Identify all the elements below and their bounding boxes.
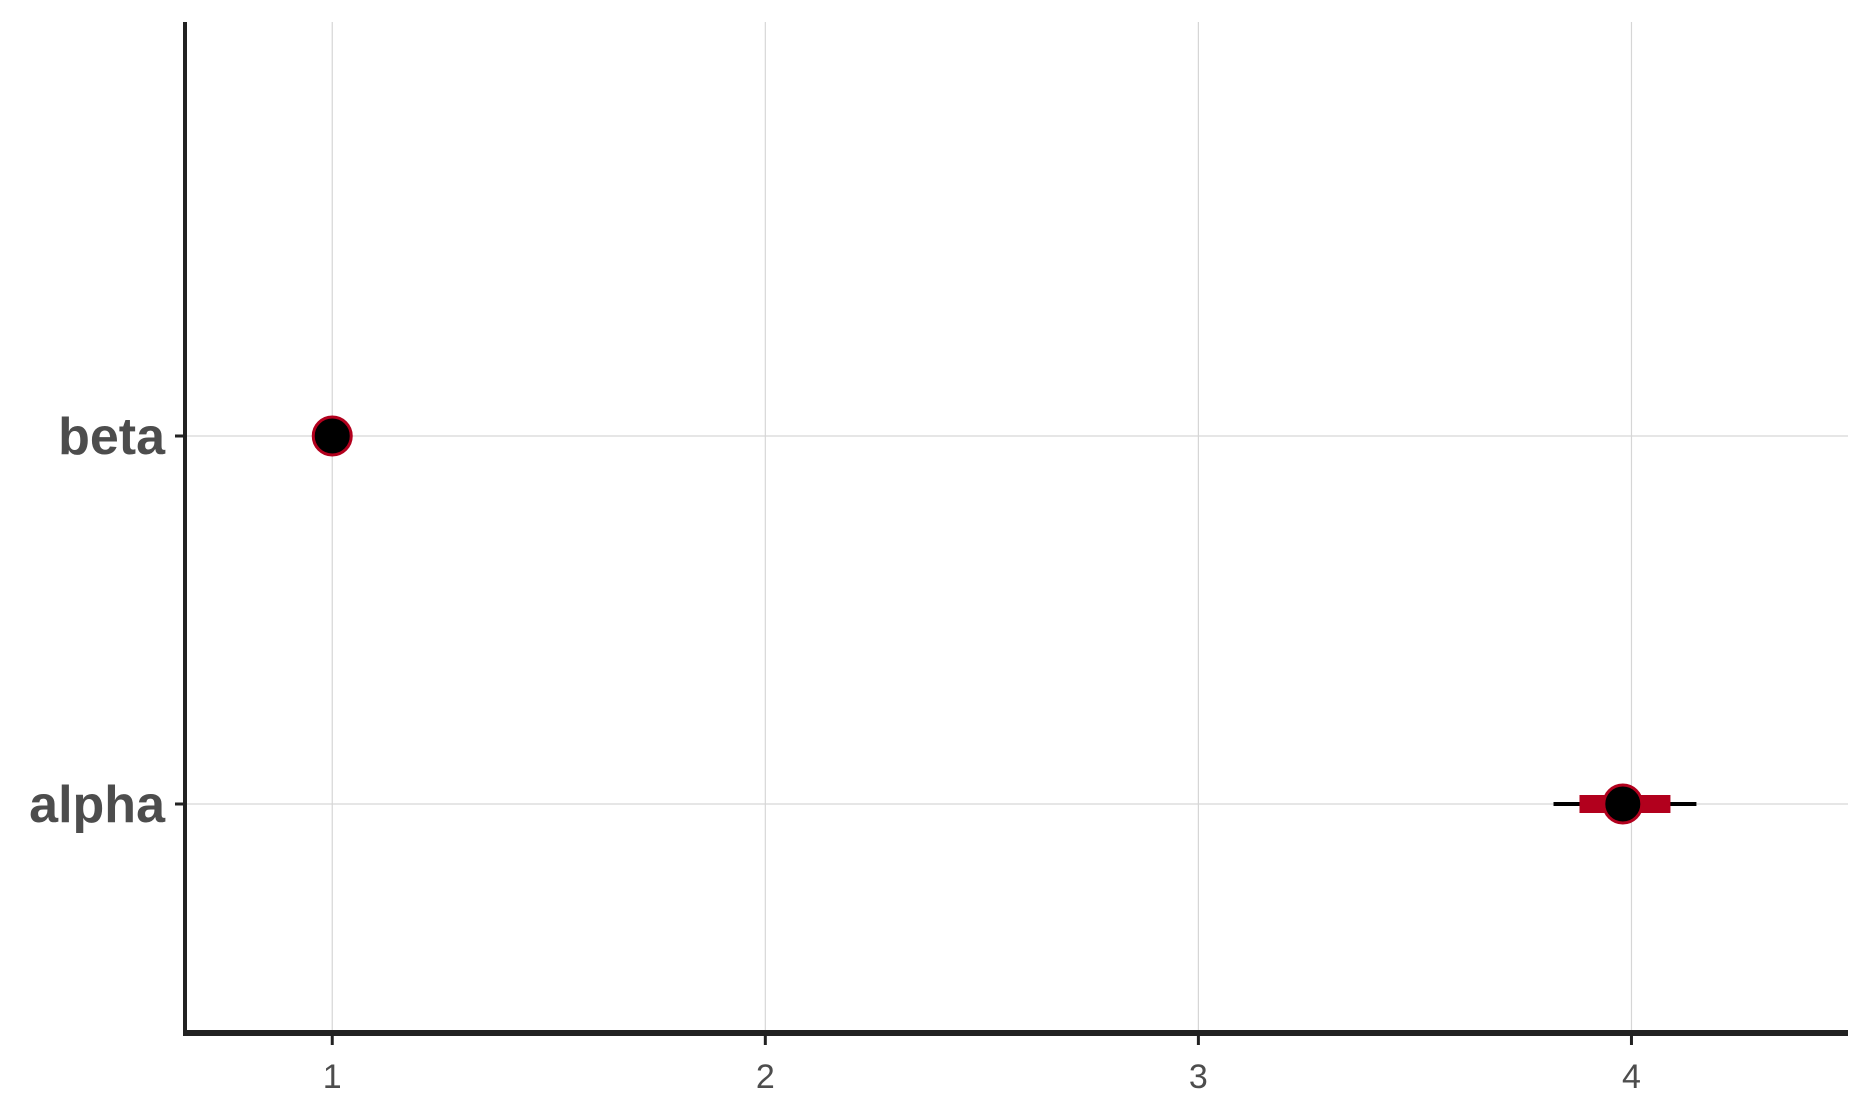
data-marks [311, 415, 1697, 825]
point-estimate-alpha [1602, 783, 1644, 825]
y-tick-label-alpha: alpha [29, 776, 166, 834]
interval-group-alpha [1553, 783, 1697, 825]
x-tick-label-1: 1 [323, 1058, 342, 1096]
interval-group-beta [311, 415, 353, 457]
x-tick-label-2: 2 [756, 1058, 775, 1096]
tick-labels: 1 2 3 4 beta alpha [29, 408, 1641, 1096]
axes [175, 22, 1848, 1045]
point-estimate-beta [311, 415, 353, 457]
y-tick-label-beta: beta [58, 408, 166, 466]
x-tick-label-4: 4 [1622, 1058, 1641, 1096]
x-tick-label-3: 3 [1189, 1058, 1208, 1096]
grid [185, 22, 1848, 1033]
